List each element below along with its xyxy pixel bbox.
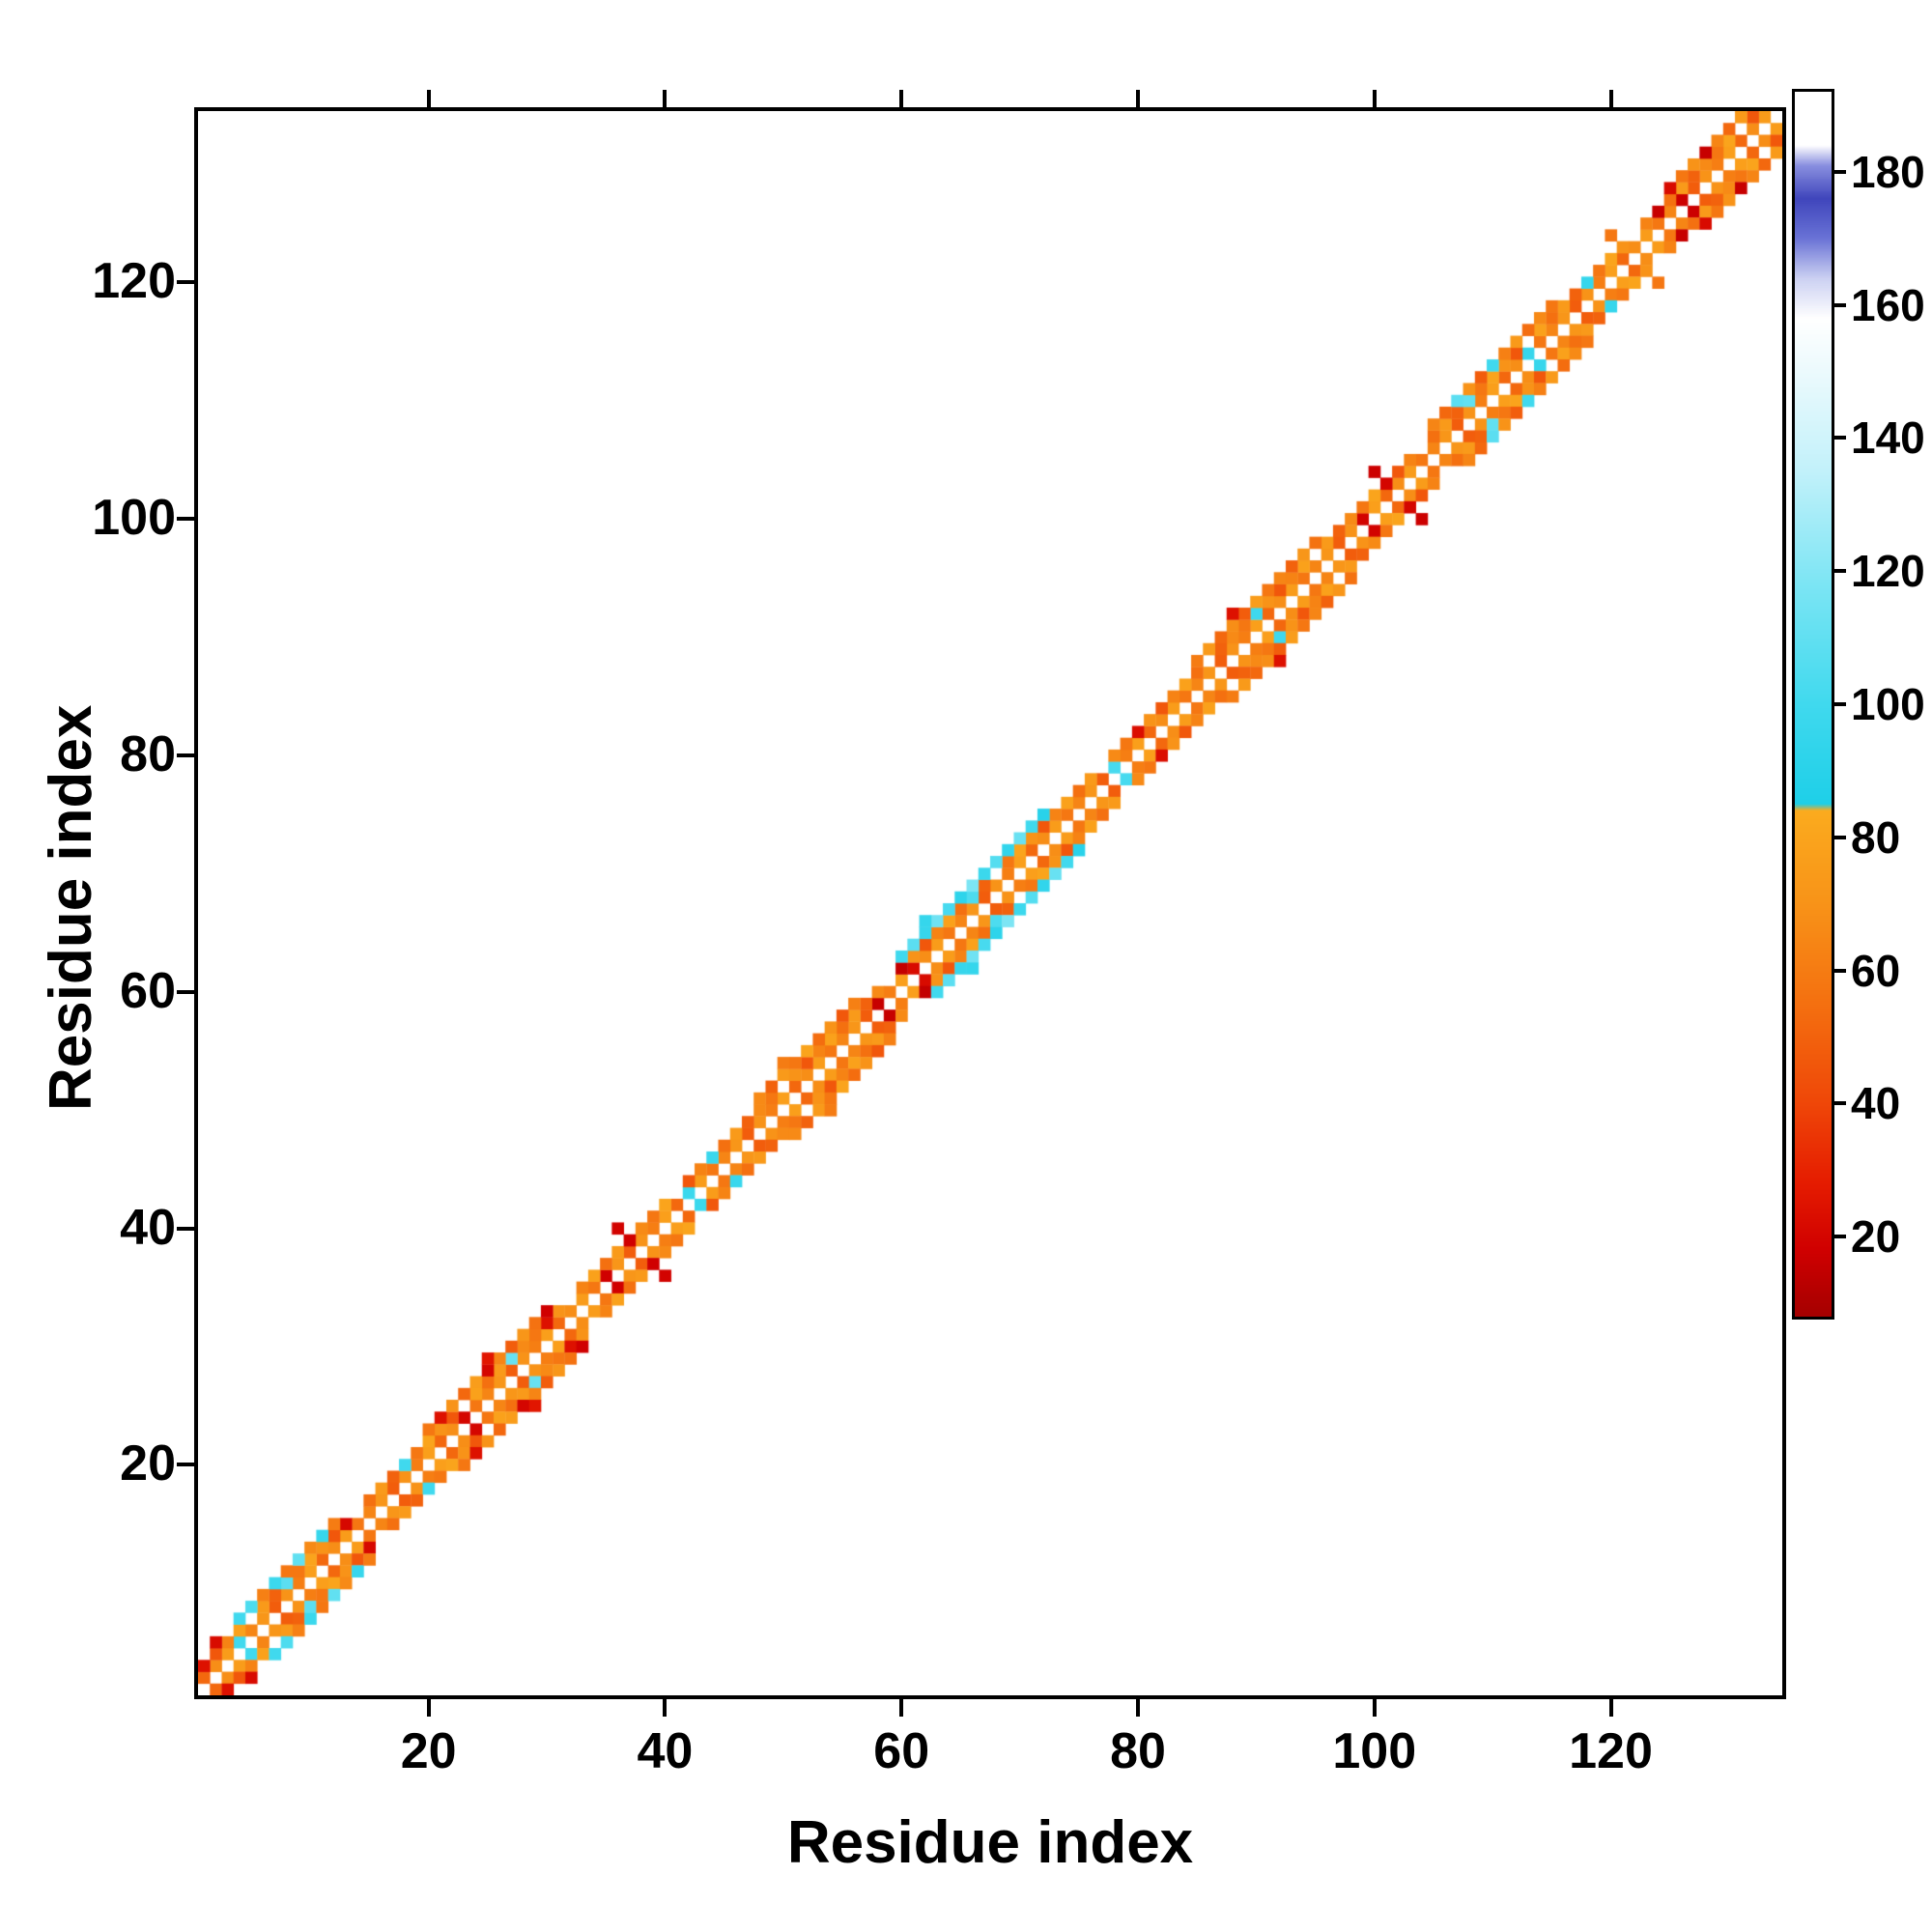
y-tick-mark <box>177 280 194 285</box>
x-tick-label: 20 <box>400 1723 457 1779</box>
colorbar-gradient <box>1795 92 1832 1317</box>
y-tick-mark <box>177 989 194 994</box>
contact-map-heatmap <box>198 111 1782 1695</box>
colorbar-tick-label: 80 <box>1851 811 1901 863</box>
colorbar-tick-label: 140 <box>1851 412 1925 464</box>
x-tick-mark <box>899 1699 904 1717</box>
y-tick-mark <box>177 1463 194 1467</box>
x-tick-mark <box>1372 1699 1377 1717</box>
x-tick-label: 60 <box>873 1723 930 1779</box>
x-tick-mark-top <box>899 90 904 107</box>
colorbar-tick-label: 60 <box>1851 945 1901 996</box>
colorbar-frame <box>1792 89 1834 1320</box>
x-tick-label: 100 <box>1332 1723 1417 1779</box>
y-tick-mark <box>177 517 194 522</box>
colorbar-tick-label: 100 <box>1851 679 1925 729</box>
x-tick-label: 120 <box>1569 1723 1653 1779</box>
y-tick-label: 20 <box>120 1435 176 1492</box>
x-tick-mark-top <box>426 90 431 107</box>
y-tick-label: 60 <box>120 962 176 1019</box>
y-tick-label: 40 <box>120 1199 176 1256</box>
x-tick-mark-top <box>1608 90 1613 107</box>
y-tick-label: 120 <box>92 253 176 310</box>
x-tick-mark <box>426 1699 431 1717</box>
colorbar-tick-label: 40 <box>1851 1078 1901 1129</box>
colorbar-tick-label: 160 <box>1851 279 1925 330</box>
colorbar-tick-mark <box>1834 169 1846 174</box>
colorbar-tick-label: 20 <box>1851 1211 1901 1263</box>
y-tick-mark <box>177 753 194 757</box>
x-tick-label: 80 <box>1110 1723 1166 1779</box>
colorbar-tick-mark <box>1834 569 1846 574</box>
y-tick-label: 80 <box>120 726 176 782</box>
x-tick-mark <box>663 1699 668 1717</box>
colorbar-tick-label: 120 <box>1851 546 1925 597</box>
x-axis-label: Residue index <box>786 1809 1194 1876</box>
colorbar-tick-mark <box>1834 436 1846 440</box>
colorbar-tick-mark <box>1834 835 1846 839</box>
y-tick-mark <box>177 1226 194 1231</box>
x-tick-mark-top <box>1135 90 1140 107</box>
x-tick-mark <box>1135 1699 1140 1717</box>
x-tick-mark-top <box>1372 90 1377 107</box>
colorbar-tick-label: 180 <box>1851 146 1925 197</box>
x-tick-mark <box>1608 1699 1613 1717</box>
y-tick-label: 100 <box>92 490 176 547</box>
x-tick-mark-top <box>663 90 668 107</box>
colorbar-tick-mark <box>1834 1101 1846 1106</box>
colorbar-tick-mark <box>1834 702 1846 706</box>
plot-frame <box>194 107 1786 1699</box>
x-tick-label: 40 <box>637 1723 694 1779</box>
colorbar-tick-mark <box>1834 1235 1846 1239</box>
colorbar-tick-mark <box>1834 968 1846 973</box>
colorbar-tick-mark <box>1834 302 1846 307</box>
